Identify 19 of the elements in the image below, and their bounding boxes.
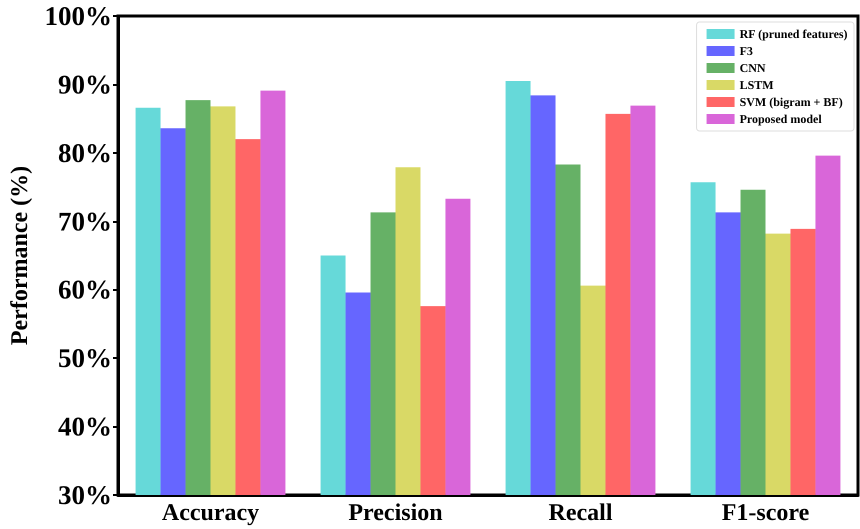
- y-tick-label: 30%: [58, 480, 112, 510]
- x-tick-label: Precision: [348, 500, 443, 526]
- y-tick-label: 50%: [58, 343, 112, 374]
- y-tick-label: 80%: [58, 138, 112, 168]
- legend-label: LSTM: [740, 78, 774, 92]
- legend-label: CNN: [740, 61, 766, 75]
- legend-label: RF (pruned features): [740, 27, 848, 41]
- y-tick-label: 60%: [58, 274, 112, 305]
- legend-label: F3: [740, 44, 753, 58]
- x-tick-label: Recall: [548, 500, 613, 526]
- y-axis-title: Performance (%): [7, 166, 33, 346]
- y-tick-label: 40%: [58, 412, 112, 442]
- legend-label: Proposed model: [740, 112, 822, 126]
- y-tick-label: 90%: [58, 69, 112, 100]
- y-tick-label: 100%: [44, 1, 112, 31]
- y-tick-label: 70%: [58, 206, 112, 236]
- x-tick-label: F1-score: [722, 500, 810, 526]
- x-tick-label: Accuracy: [162, 500, 260, 526]
- legend-label: SVM (bigram + BF): [740, 95, 843, 109]
